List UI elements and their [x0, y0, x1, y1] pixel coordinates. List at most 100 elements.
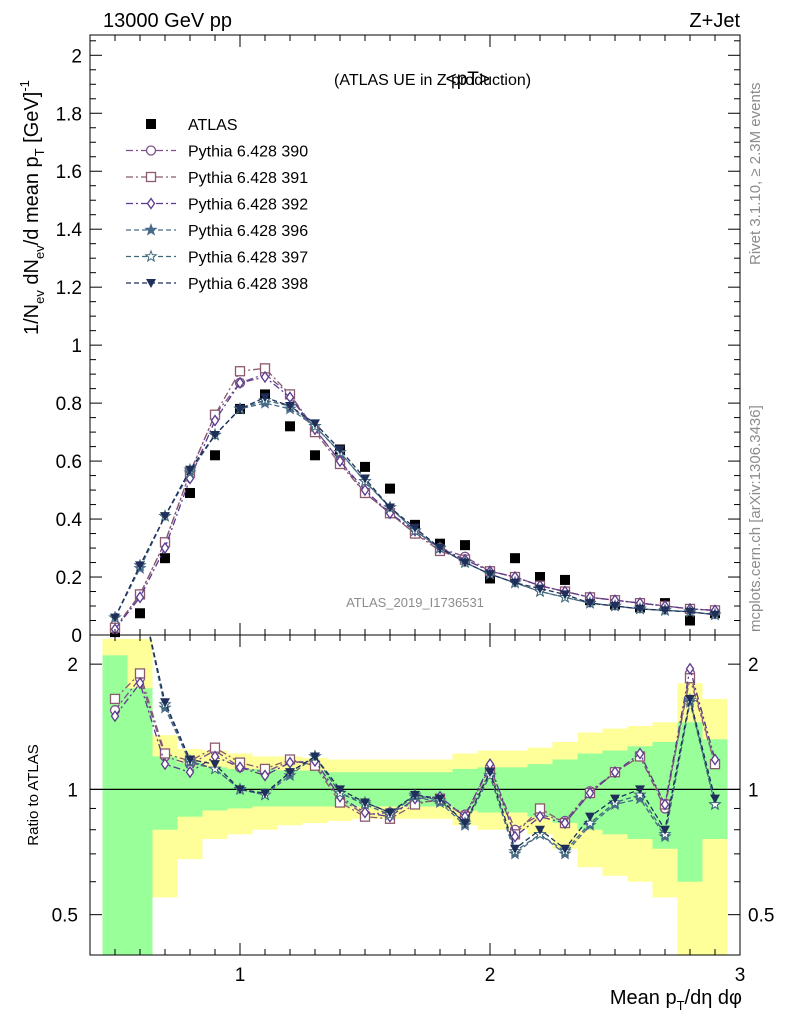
legend-marker	[146, 119, 156, 129]
ratio-point	[708, 797, 722, 811]
ratio-point	[535, 810, 545, 823]
ratio-point	[560, 816, 570, 830]
series-pythia-391	[109, 363, 721, 633]
data-point	[310, 419, 320, 429]
series-line	[114, 399, 716, 618]
data-point	[135, 591, 145, 604]
legend-item: Pythia 6.428 391	[126, 170, 308, 187]
main-plot: 0 0.2 0.4 0.6 0.8 1 1.2 1.4 1.6 1.8 2 <pT> (ATLAS …	[17, 34, 741, 647]
ratio-point	[610, 766, 620, 779]
ratio-point	[710, 753, 720, 766]
series-line	[114, 376, 716, 630]
y-tick-label: 1.4	[56, 220, 83, 241]
data-point	[160, 541, 170, 555]
y-tick-label: 1.8	[56, 104, 82, 125]
ratio-point	[360, 798, 370, 808]
ratio-series-398	[149, 635, 720, 854]
data-point	[135, 561, 145, 571]
ratio-point	[510, 844, 520, 854]
ratio-point	[710, 794, 720, 804]
legend-item: Pythia 6.428 397	[126, 250, 308, 267]
legend-label: Pythia 6.428 397	[188, 250, 308, 267]
data-point	[185, 487, 195, 498]
ratio-point	[285, 768, 295, 778]
x-axis-label: Mean pT/dη dφ	[610, 987, 742, 1013]
ratio-y-tick-label: 1	[67, 780, 78, 801]
data-point	[210, 450, 220, 461]
data-point	[260, 370, 270, 384]
y-tick-label: 0.8	[56, 394, 82, 415]
data-point	[235, 376, 245, 389]
ratio-point	[360, 806, 370, 819]
ratio-point	[260, 789, 270, 799]
ratio-y-tick-label: 0.5	[52, 906, 78, 927]
ratio-point	[185, 755, 195, 765]
data-point	[535, 572, 545, 583]
ratio-y-tick-label-right: 1	[748, 780, 759, 801]
legend-item: Pythia 6.428 398	[126, 276, 308, 293]
ratio-point	[134, 668, 146, 679]
chart-title-sub: (ATLAS UE in Z production)	[334, 72, 531, 89]
legend-item: Pythia 6.428 392	[126, 197, 308, 214]
data-point	[360, 461, 370, 472]
data-point	[560, 590, 570, 600]
process-label: Z+Jet	[689, 10, 740, 32]
series-pythia-396	[108, 396, 722, 624]
legend-marker	[146, 279, 156, 288]
energy-label: 13000 GeV pp	[103, 10, 232, 32]
ratio-y-axis-label: Ratio to ATLAS	[25, 744, 42, 845]
legend-marker	[146, 197, 156, 210]
ratio-point	[685, 694, 695, 704]
data-point	[710, 610, 720, 620]
y-tick-label: 1.6	[56, 162, 82, 183]
ratio-point	[610, 794, 620, 804]
ratio-point	[660, 825, 670, 835]
data-point	[210, 431, 220, 440]
ratio-point	[235, 761, 245, 774]
data-point	[310, 450, 320, 461]
ratio-point	[535, 825, 545, 835]
legend-label: Pythia 6.428 390	[188, 144, 308, 161]
main-y-axis-label: 1/Nev dNev/d mean pT [GeV]-1	[17, 80, 47, 335]
y-tick-label: 0.4	[56, 510, 83, 531]
legend-label: Pythia 6.428 392	[188, 197, 308, 214]
ratio-point	[110, 710, 120, 723]
series-pythia-398	[110, 393, 720, 623]
legend-label: ATLAS	[188, 117, 238, 134]
ratio-point	[510, 830, 520, 843]
ratio-point	[260, 769, 270, 782]
ratio-point	[685, 662, 695, 675]
ratio-point	[135, 677, 145, 690]
y-tick-label: 0.6	[56, 452, 82, 473]
ratio-point	[210, 760, 220, 770]
chart-title-main: <pT>	[446, 69, 490, 90]
y-tick-label: 1.2	[56, 278, 82, 299]
legend-marker	[145, 171, 157, 183]
ratio-point	[160, 758, 170, 771]
ratio-series-392	[110, 662, 720, 843]
ratio-point	[160, 698, 170, 708]
data-point	[335, 445, 345, 455]
series-pythia-397	[108, 393, 722, 624]
series-line	[114, 402, 716, 618]
ratio-point	[485, 768, 495, 778]
ratio-point	[385, 808, 395, 818]
legend-marker	[145, 145, 157, 156]
data-point	[485, 570, 495, 580]
x-tick-label: 3	[735, 965, 746, 986]
ratio-point	[159, 748, 171, 759]
data-point	[385, 503, 395, 513]
y-tick-label: 2	[71, 46, 82, 67]
series-line	[114, 367, 716, 629]
series-line	[114, 396, 716, 618]
ratio-point	[185, 766, 195, 779]
mcplots-label: mcplots.cern.ch [arXiv:1306.3436]	[747, 405, 764, 632]
legend-marker	[144, 249, 158, 263]
legend-item: Pythia 6.428 396	[126, 223, 308, 240]
ratio-point	[335, 785, 345, 795]
data-point	[685, 607, 695, 617]
analysis-watermark: ATLAS_2019_I1736531	[346, 595, 484, 610]
data-point	[185, 465, 195, 475]
data-point	[110, 613, 120, 623]
